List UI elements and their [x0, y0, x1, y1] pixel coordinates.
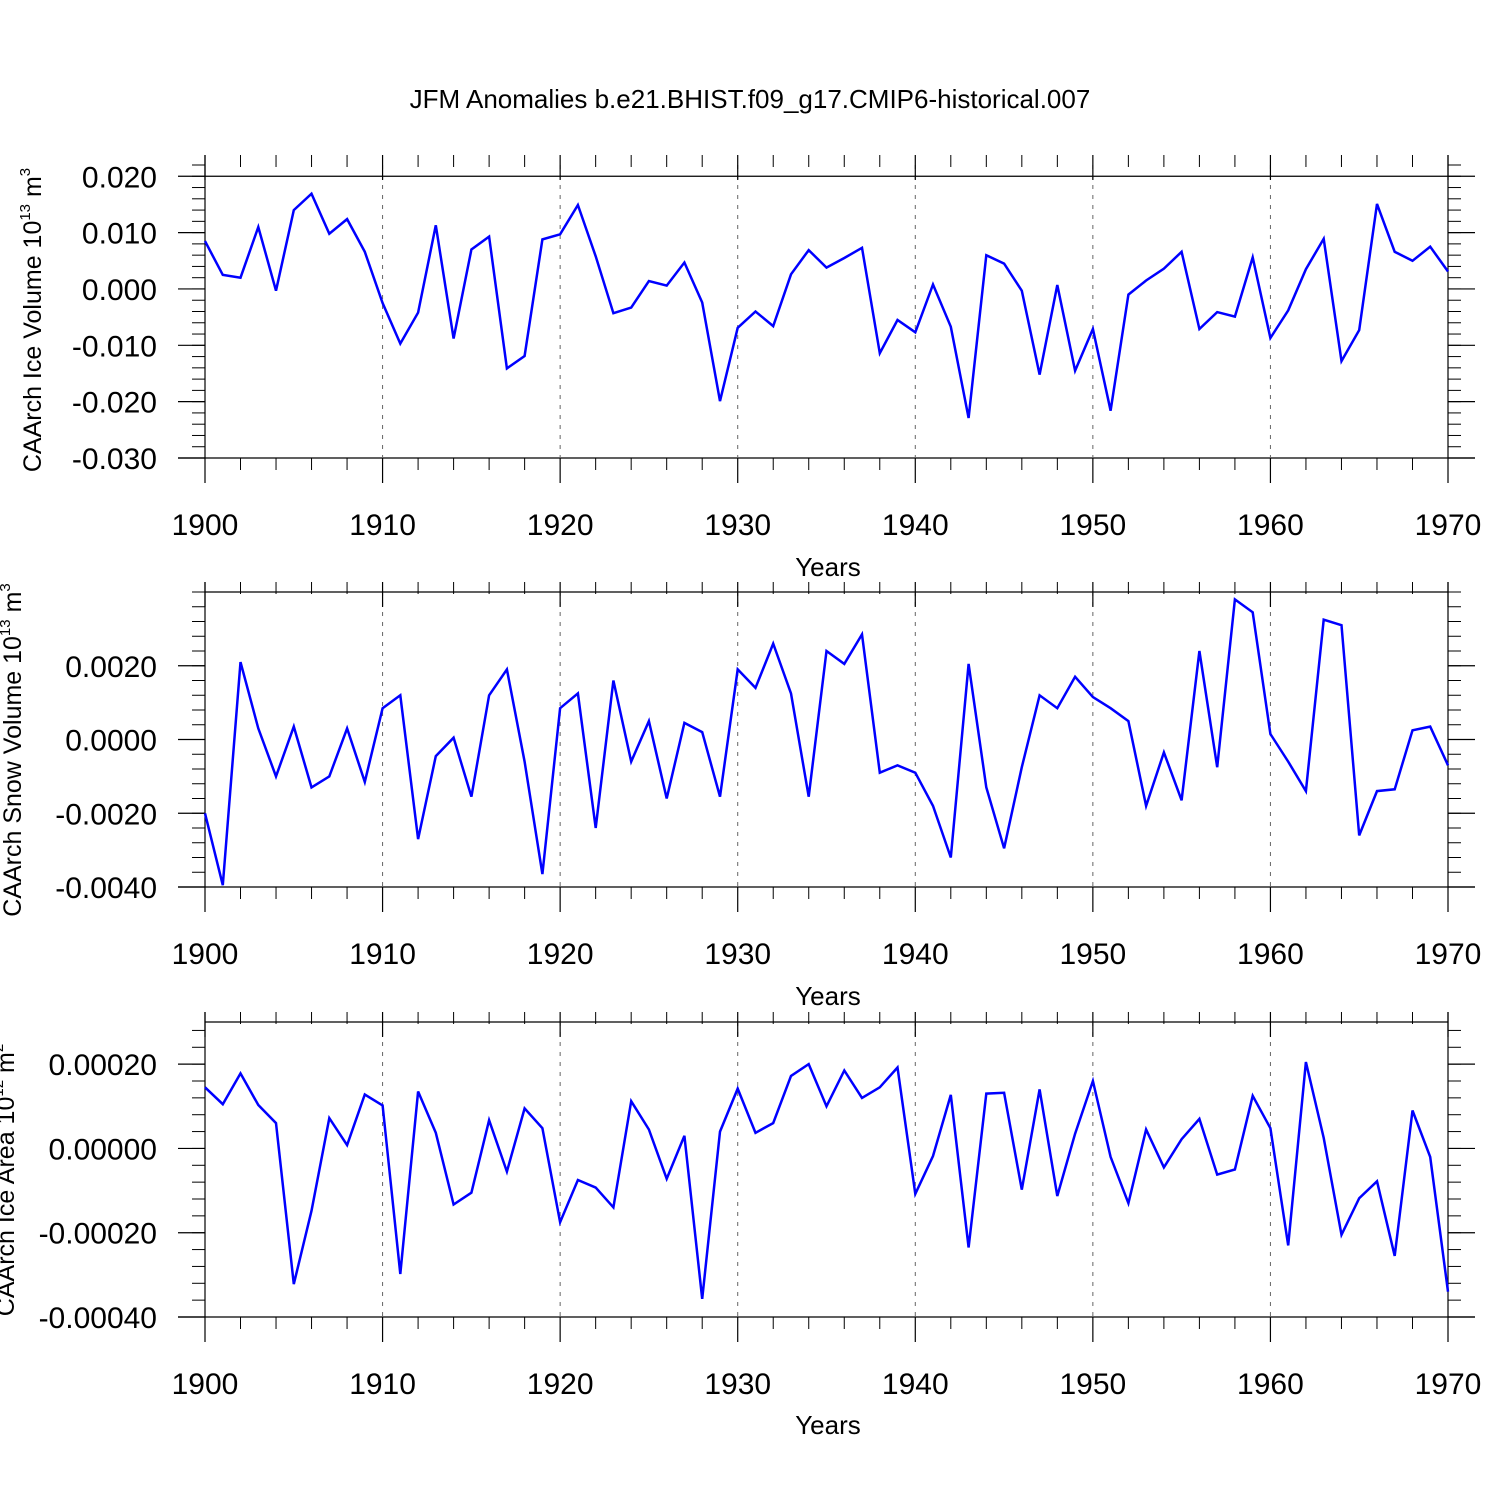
x-tick-label: 1950	[1059, 938, 1126, 971]
y-tick-label: -0.0020	[55, 798, 157, 831]
y-tick-label: 0.020	[82, 161, 157, 194]
x-tick-label: 1970	[1415, 509, 1482, 542]
x-tick-label: 1910	[349, 509, 416, 542]
x-tick-label: 1900	[172, 1368, 239, 1401]
y-tick-label: 0.000	[82, 274, 157, 307]
x-tick-label: 1920	[527, 1368, 594, 1401]
x-tick-label: 1940	[882, 1368, 949, 1401]
series-line	[203, 191, 1450, 419]
x-tick-label: 1970	[1415, 1368, 1482, 1401]
x-tick-label: 1950	[1059, 509, 1126, 542]
x-tick-label: 1950	[1059, 1368, 1126, 1401]
left-margin-clip	[0, 1000, 29, 1360]
x-tick-label: 1900	[172, 509, 239, 542]
y-tick-label: 0.00000	[49, 1133, 157, 1166]
y-tick-label: -0.030	[72, 443, 157, 476]
panel-2: 1900 1910 1920 1930 1940 1950 1960 1970 0.00020 0…	[39, 1012, 1482, 1401]
ice-volume-panel: Years CAArch Ice Volume 1013 m3	[17, 168, 861, 582]
y-axis-title: CAArch Ice Volume 1013 m3	[17, 168, 47, 472]
x-tick-label: 1920	[527, 509, 594, 542]
y-axis-title-clipped: CAArch Ice Area 1012 m2	[0, 1044, 20, 1316]
y-axis-title: CAArch Snow Volume 1013 m3	[0, 583, 27, 917]
y-tick-label: -0.00020	[39, 1218, 157, 1251]
panel-1: 1900 1910 1920 1930 1940 1950 1960 1970 0.0020 0.…	[55, 582, 1481, 971]
plot-areas: 1900 1910 1920 1930 1940 1950 1960 1970 0.020 0.0…	[39, 155, 1482, 1401]
y-tick-label: -0.0040	[55, 872, 157, 905]
x-tick-label: 1940	[882, 509, 949, 542]
x-tick-label: 1910	[349, 938, 416, 971]
series-line	[204, 1061, 1450, 1300]
x-tick-label: 1940	[882, 938, 949, 971]
x-tick-label: 1930	[704, 1368, 771, 1401]
y-tick-label: 0.0020	[65, 651, 157, 684]
y-tick-label: -0.00040	[39, 1302, 157, 1335]
x-tick-label: 1960	[1237, 509, 1304, 542]
x-axis-title: Years	[795, 981, 861, 1011]
x-axis-title: Years	[795, 552, 861, 582]
x-tick-label: 1900	[172, 938, 239, 971]
panel-0: 1900 1910 1920 1930 1940 1950 1960 1970 0.020 0.0…	[72, 155, 1481, 542]
x-tick-label: 1910	[349, 1368, 416, 1401]
snow-volume-panel: Years CAArch Snow Volume 1013 m3	[0, 583, 861, 1011]
x-axis-title: Years	[795, 1410, 861, 1440]
x-tick-label: 1970	[1415, 938, 1482, 971]
y-tick-label: 0.00020	[49, 1049, 157, 1082]
x-tick-label: 1930	[704, 938, 771, 971]
figure-title: JFM Anomalies b.e21.BHIST.f09_g17.CMIP6-…	[410, 84, 1091, 114]
y-tick-label: -0.020	[72, 387, 157, 420]
x-tick-label: 1960	[1237, 938, 1304, 971]
y-tick-label: 0.0000	[65, 725, 157, 758]
x-tick-label: 1920	[527, 938, 594, 971]
x-tick-label: 1930	[704, 509, 771, 542]
y-tick-label: 0.010	[82, 218, 157, 251]
x-tick-label: 1960	[1237, 1368, 1304, 1401]
y-tick-label: -0.010	[72, 330, 157, 363]
